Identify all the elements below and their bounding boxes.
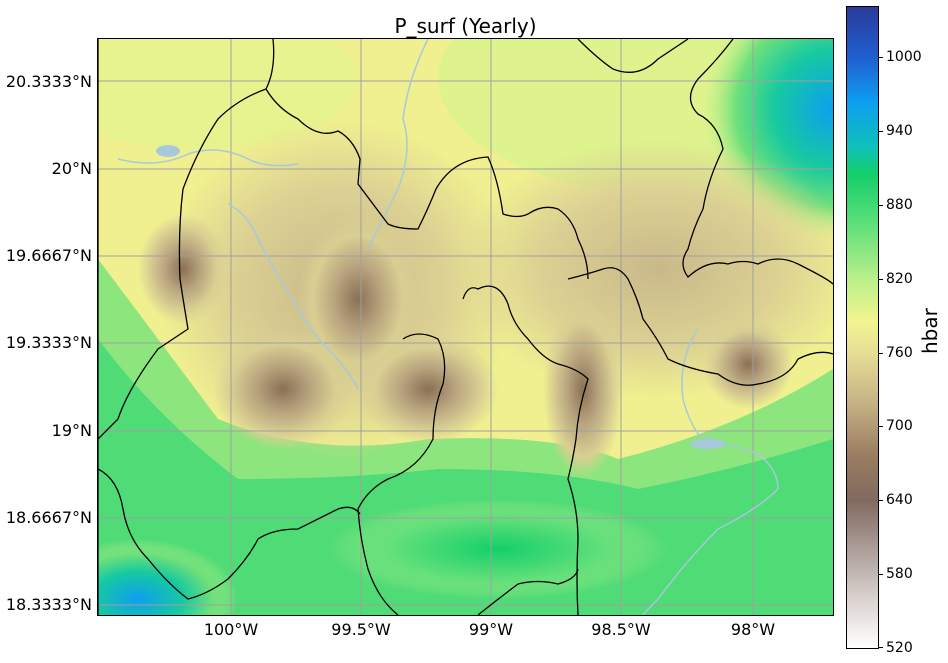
colorbar: [846, 6, 879, 649]
y-tick-label: 19°N: [51, 421, 92, 440]
map-area: [97, 38, 834, 616]
colorbar-tick: [878, 131, 883, 132]
pressure-region-low: [703, 319, 793, 409]
colorbar-tick-label: 940: [886, 123, 913, 139]
y-tick-label: 18.6667°N: [5, 508, 92, 527]
state-borders: [98, 39, 833, 615]
x-tick-label: 98°W: [730, 620, 776, 639]
y-tick-label: 19.6667°N: [5, 246, 92, 265]
colorbar-tick-label: 1000: [886, 49, 922, 65]
colorbar-tick: [878, 647, 883, 648]
pressure-region-low: [358, 334, 498, 444]
colorbar-tick-label: 820: [886, 271, 913, 287]
lake: [690, 439, 726, 449]
pressure-region-low: [138, 214, 228, 324]
pressure-region-low: [543, 299, 623, 479]
x-tick-label: 99°W: [468, 620, 514, 639]
pressure-region-very-high: [98, 539, 238, 615]
colorbar-tick-label: 880: [886, 197, 913, 213]
pressure-region-high: [328, 499, 668, 599]
x-tick-label: 99.5°W: [331, 620, 391, 639]
colorbar-tick-label: 700: [886, 418, 913, 434]
grid-lines: [98, 39, 833, 615]
colorbar-tick: [878, 500, 883, 501]
colorbar-tick: [878, 426, 883, 427]
colorbar-tick: [878, 574, 883, 575]
chart-title: P_surf (Yearly): [394, 14, 537, 38]
colorbar-tick-label: 760: [886, 345, 913, 361]
x-tick-label: 100°W: [203, 620, 259, 639]
pressure-region: [98, 39, 358, 149]
colorbar-tick-label: 580: [886, 566, 913, 582]
colorbar-tick-label: 520: [886, 640, 913, 656]
y-tick-label: 19.3333°N: [5, 333, 92, 352]
colorbar-tick: [878, 57, 883, 58]
lake: [156, 145, 180, 157]
y-tick-label: 20°N: [51, 159, 92, 178]
colorbar-tick: [878, 205, 883, 206]
colorbar-title: hbar: [918, 308, 942, 354]
colorbar-tick: [878, 353, 883, 354]
map-canvas: [98, 39, 833, 615]
colorbar-tick: [878, 279, 883, 280]
y-tick-label: 18.3333°N: [5, 595, 92, 614]
colorbar-gradient: [847, 7, 878, 648]
colorbar-tick-label: 640: [886, 492, 913, 508]
y-tick-label: 20.3333°N: [5, 72, 92, 91]
x-tick-label: 98.5°W: [591, 620, 651, 639]
